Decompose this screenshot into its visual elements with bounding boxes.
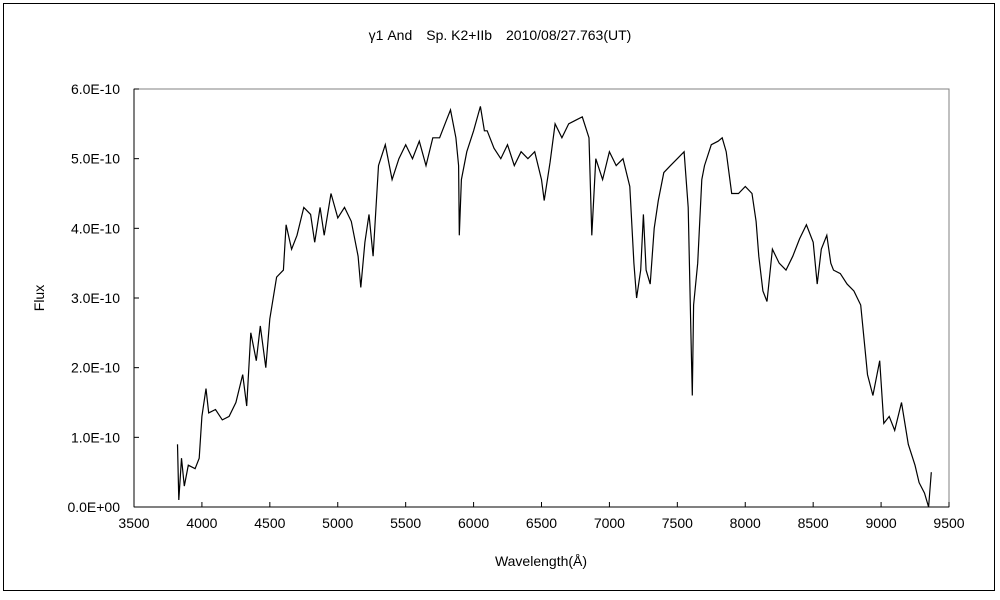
- y-tick-label: 4.0E-10: [71, 220, 120, 236]
- x-tick-label: 8500: [798, 515, 829, 531]
- x-tick-label: 6500: [526, 515, 557, 531]
- x-tick-label: 9500: [933, 515, 964, 531]
- x-tick-label: 8000: [730, 515, 761, 531]
- y-tick-label: 6.0E-10: [71, 81, 120, 97]
- x-tick-label: 7000: [594, 515, 625, 531]
- y-tick-label: 1.0E-10: [71, 429, 120, 445]
- x-tick-label: 3500: [118, 515, 149, 531]
- x-axis-label: Wavelength(Å): [495, 553, 587, 569]
- y-tick-label: 2.0E-10: [71, 360, 120, 376]
- y-axis-label: Flux: [31, 285, 47, 311]
- x-tick-label: 7500: [662, 515, 693, 531]
- y-tick-label: 0.0E+00: [67, 499, 120, 515]
- x-tick-label: 4500: [254, 515, 285, 531]
- x-tick-label: 5500: [390, 515, 421, 531]
- x-tick-label: 4000: [186, 515, 217, 531]
- y-tick-label: 5.0E-10: [71, 151, 120, 167]
- chart-title: γ1 And Sp. K2+IIb 2010/08/27.763(UT): [369, 27, 632, 43]
- x-tick-label: 5000: [322, 515, 353, 531]
- x-tick-label: 6000: [458, 515, 489, 531]
- chart-frame: [3, 3, 995, 591]
- plot-area: [133, 88, 950, 508]
- x-tick-label: 9000: [866, 515, 897, 531]
- spectrum-line: [176, 106, 932, 508]
- y-tick-label: 3.0E-10: [71, 290, 120, 306]
